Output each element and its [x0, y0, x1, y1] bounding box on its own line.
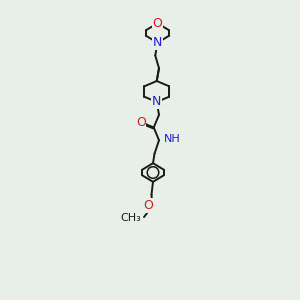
Text: O: O: [153, 17, 162, 30]
Text: N: N: [153, 36, 162, 49]
Text: O: O: [143, 199, 153, 212]
Text: O: O: [136, 116, 146, 129]
Text: N: N: [152, 95, 161, 109]
Text: CH₃: CH₃: [120, 213, 141, 223]
Text: NH: NH: [164, 134, 180, 145]
